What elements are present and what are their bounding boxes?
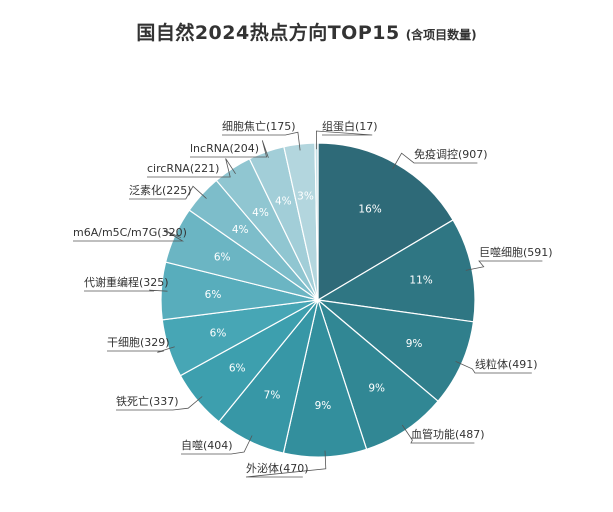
slice-label: 自噬(404) xyxy=(181,438,233,452)
slice-label: 干细胞(329) xyxy=(107,336,170,349)
slice-label: 外泌体(470) xyxy=(246,461,309,475)
chart-title: 国自然2024热点方向TOP15 xyxy=(136,22,400,44)
leader-line xyxy=(315,130,373,150)
leader-line xyxy=(181,435,253,455)
slice-labels: 免疫调控(907) 巨噬细胞(591) 线粒体(491) 血管功能(487) 外泌体(4… xyxy=(73,119,553,475)
leader-line xyxy=(84,289,168,292)
pie-slices xyxy=(160,142,476,458)
chart-subtitle: (含项目数量) xyxy=(405,28,477,42)
slice-percent-label: 6% xyxy=(214,252,231,264)
leader-line xyxy=(401,424,475,444)
slice-percent-label: 6% xyxy=(210,328,227,340)
leader-line xyxy=(455,361,532,374)
leader-line xyxy=(222,131,301,151)
leader-line xyxy=(245,450,327,478)
slice-percent-label: 7% xyxy=(264,390,281,402)
leader-line xyxy=(147,158,236,178)
slice-label: m6A/m5C/m7G(320) xyxy=(73,226,187,239)
slice-label: 代谢重编程(325) xyxy=(84,275,169,289)
slice-percent-label: 6% xyxy=(205,289,222,301)
leader-line xyxy=(392,152,478,170)
slice-label: 免疫调控(907) xyxy=(414,147,488,161)
slice-percent-label: 9% xyxy=(368,382,385,394)
leader-line xyxy=(129,185,207,200)
leader-line xyxy=(73,229,185,242)
slice-percent-label: 4% xyxy=(232,224,249,236)
slice-label: lncRNA(204) xyxy=(190,142,259,155)
slice-percent-label: 11% xyxy=(409,274,432,286)
leader-line xyxy=(107,346,175,353)
slice-label: 细胞焦亡(175) xyxy=(222,119,296,133)
slice-label: 线粒体(491) xyxy=(475,357,538,371)
slice-label: 巨噬细胞(591) xyxy=(479,245,553,259)
leader-line xyxy=(116,396,203,411)
leader-line xyxy=(465,260,543,271)
slice-label: circRNA(221) xyxy=(147,162,219,175)
leader-lines xyxy=(73,130,543,478)
slice-label: 血管功能(487) xyxy=(411,427,485,441)
slice-percent-label: 16% xyxy=(358,204,381,216)
slice-label: 铁死亡(337) xyxy=(116,394,179,408)
slice-percent-label: 6% xyxy=(229,362,246,374)
percent-labels: 16%11%9%9%9%7%6%6%6%6%4%4%4% 3% xyxy=(205,191,433,413)
slice-percent-label: 9% xyxy=(315,400,332,412)
slice-percent-label: 4% xyxy=(252,207,269,219)
slice-percent-label: 4% xyxy=(275,196,292,208)
leader-line xyxy=(190,140,269,158)
slice-label: 泛素化(225) xyxy=(129,183,192,197)
slice-percent-label: 9% xyxy=(406,338,423,350)
chart-title-block: 国自然2024热点方向TOP15 (含项目数量) xyxy=(0,18,613,45)
slice-label: 组蛋白(17) xyxy=(322,119,378,133)
slice-percent-label: 3% xyxy=(297,191,314,203)
